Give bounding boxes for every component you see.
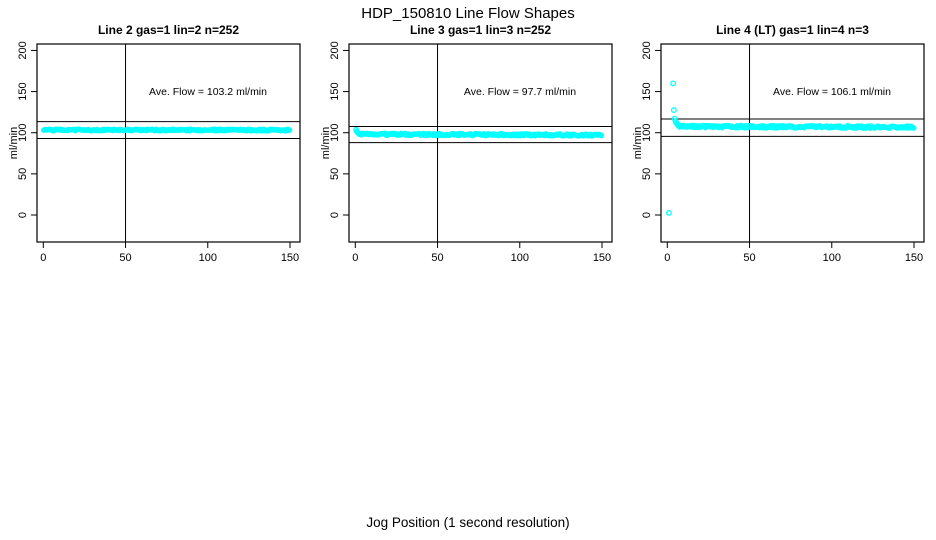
x-tick-label: 50 xyxy=(431,252,443,264)
plot-content: 0 50 100 150 0 50 100 150 200 ml/min xyxy=(632,41,924,264)
scatter-points xyxy=(353,126,605,139)
y-tick-label: 200 xyxy=(329,41,341,59)
x-tick-label: 50 xyxy=(743,252,755,264)
y-tick-label: 150 xyxy=(17,82,29,100)
plot-box xyxy=(36,43,301,243)
y-tick-label: 0 xyxy=(641,212,653,218)
main-title: HDP_150810 Line Flow Shapes xyxy=(361,5,574,22)
data-point xyxy=(286,127,293,133)
panel-title: Line 2 gas=1 lin=2 n=252 xyxy=(98,23,239,37)
y-axis-label: ml/min xyxy=(8,127,20,159)
y-tick-label: 50 xyxy=(641,168,653,180)
y-axis-label: ml/min xyxy=(632,127,644,159)
y-tick-label: 0 xyxy=(329,212,341,218)
x-tick-label: 0 xyxy=(352,252,358,264)
y-tick-label: 100 xyxy=(641,124,653,142)
y-tick-label: 0 xyxy=(17,212,29,218)
ave-flow-annotation: Ave. Flow = 97.7 ml/min xyxy=(464,86,576,98)
x-tick-label: 100 xyxy=(823,252,841,264)
scatter-points xyxy=(665,80,917,216)
panel-line4: Line 4 (LT) gas=1 lin=4 n=3 Ave. Flow = … xyxy=(632,23,925,264)
x-tick-label: 150 xyxy=(593,252,611,264)
y-tick-label: 100 xyxy=(329,124,341,142)
y-tick-label: 50 xyxy=(17,168,29,180)
y-axis-label: ml/min xyxy=(320,127,332,159)
x-tick-label: 100 xyxy=(511,252,529,264)
y-tick-label: 200 xyxy=(641,41,653,59)
y-tick-label: 100 xyxy=(17,124,29,142)
panel-line2: Line 2 gas=1 lin=2 n=252 Ave. Flow = 103… xyxy=(8,23,301,264)
y-tick-label: 200 xyxy=(17,41,29,59)
x-tick-label: 0 xyxy=(40,252,46,264)
plot-box xyxy=(660,43,925,243)
plot-content: 0 50 100 150 0 50 100 150 200 ml/min xyxy=(320,41,612,264)
y-tick-label: 150 xyxy=(329,82,341,100)
panel-title: Line 4 (LT) gas=1 lin=4 n=3 xyxy=(716,23,869,37)
data-point xyxy=(679,123,686,130)
x-tick-label: 150 xyxy=(905,252,923,264)
x-tick-label: 100 xyxy=(199,252,217,264)
x-axis-label: Jog Position (1 second resolution) xyxy=(366,515,569,530)
x-tick-label: 0 xyxy=(664,252,670,264)
y-tick-label: 50 xyxy=(329,168,341,180)
panel-title: Line 3 gas=1 lin=3 n=252 xyxy=(410,23,551,37)
scatter-points xyxy=(41,126,293,134)
plot-content: 0 50 100 150 0 50 100 150 200 ml/min xyxy=(8,41,300,264)
data-point xyxy=(910,125,917,131)
plot-box xyxy=(348,43,613,243)
data-point xyxy=(665,209,672,216)
ave-flow-annotation: Ave. Flow = 106.1 ml/min xyxy=(773,86,891,98)
x-tick-label: 50 xyxy=(119,252,131,264)
ave-flow-annotation: Ave. Flow = 103.2 ml/min xyxy=(149,86,267,98)
data-point xyxy=(598,132,605,139)
data-point xyxy=(356,130,363,137)
y-tick-label: 150 xyxy=(641,82,653,100)
panel-line3: Line 3 gas=1 lin=3 n=252 Ave. Flow = 97.… xyxy=(320,23,613,264)
data-point xyxy=(670,80,677,87)
x-tick-label: 150 xyxy=(281,252,299,264)
data-point xyxy=(670,107,677,114)
